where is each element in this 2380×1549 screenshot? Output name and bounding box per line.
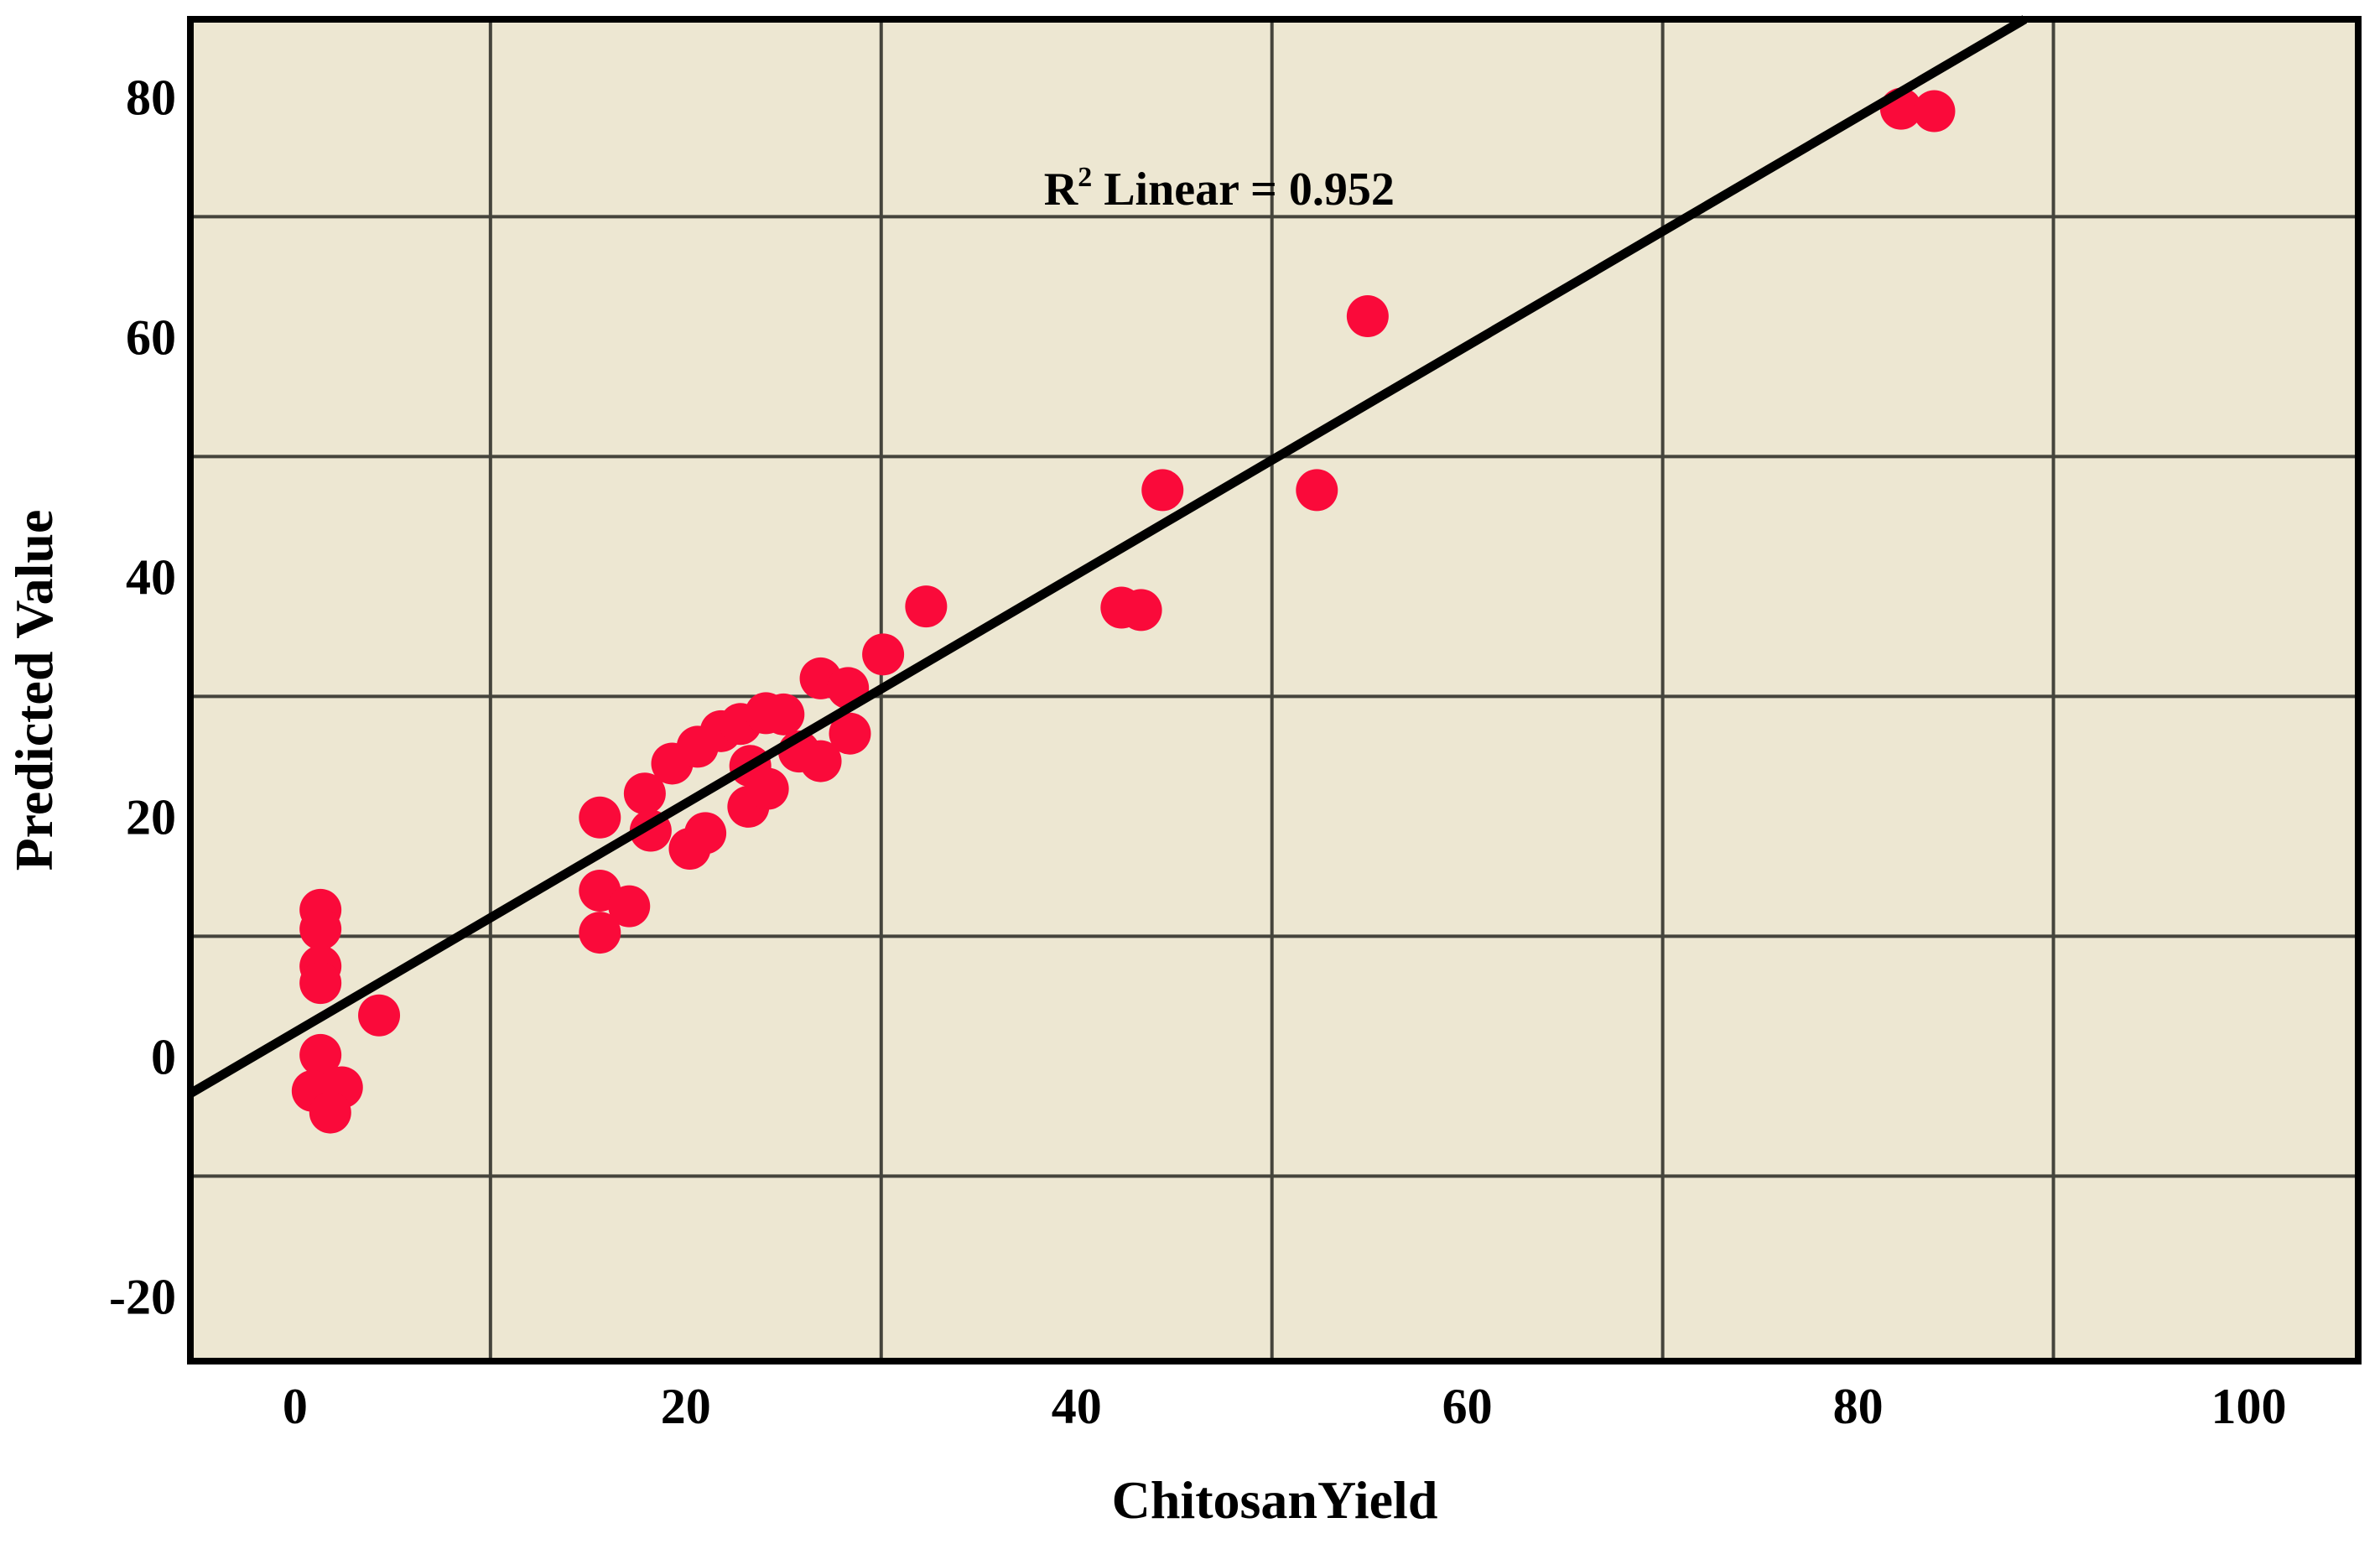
r-squared-annotation: R2 Linear = 0.952 xyxy=(1044,162,1395,216)
scatter-point xyxy=(746,767,789,810)
scatter-point xyxy=(299,907,342,950)
regression-line xyxy=(188,15,2028,1098)
x-tick-label: 40 xyxy=(1052,1379,1102,1434)
scatter-point xyxy=(1296,469,1338,512)
scatter-point xyxy=(684,812,727,855)
scatter-point xyxy=(608,885,651,928)
scatter-point xyxy=(299,962,342,1005)
x-tick-label: 0 xyxy=(283,1379,308,1434)
x-tick-label: 80 xyxy=(1833,1379,1884,1434)
plot-background xyxy=(190,19,2358,1361)
y-tick-label: 80 xyxy=(126,70,176,125)
scatter-point xyxy=(579,796,621,839)
x-axis-title: ChitosanYield xyxy=(1112,1470,1438,1530)
scatter-point xyxy=(299,1033,342,1076)
scatter-point xyxy=(829,712,871,755)
y-tick-label: 60 xyxy=(126,309,176,365)
y-axis-title: Predicted Value xyxy=(4,510,64,871)
scatter-point xyxy=(309,1091,351,1134)
scatter-point xyxy=(623,772,666,815)
scatter-point xyxy=(862,633,905,676)
scatter-point xyxy=(1141,469,1184,512)
y-tick-label: 40 xyxy=(126,549,176,605)
x-tick-label: 100 xyxy=(2211,1379,2287,1434)
scatter-point xyxy=(762,693,805,736)
scatter-point xyxy=(358,994,401,1037)
x-tick-label: 60 xyxy=(1442,1379,1493,1434)
scatter-point xyxy=(579,912,621,954)
y-tick-label: -20 xyxy=(109,1269,176,1324)
y-tick-label: 0 xyxy=(151,1029,176,1084)
scatter-point xyxy=(1346,295,1389,338)
y-tick-label: 20 xyxy=(126,789,176,845)
plot-border xyxy=(187,16,2362,1364)
scatter-point xyxy=(905,585,948,628)
x-tick-label: 20 xyxy=(661,1379,711,1434)
scatter-point xyxy=(799,740,842,782)
scatter-point xyxy=(1913,90,1956,133)
scatter-point xyxy=(1120,589,1162,632)
